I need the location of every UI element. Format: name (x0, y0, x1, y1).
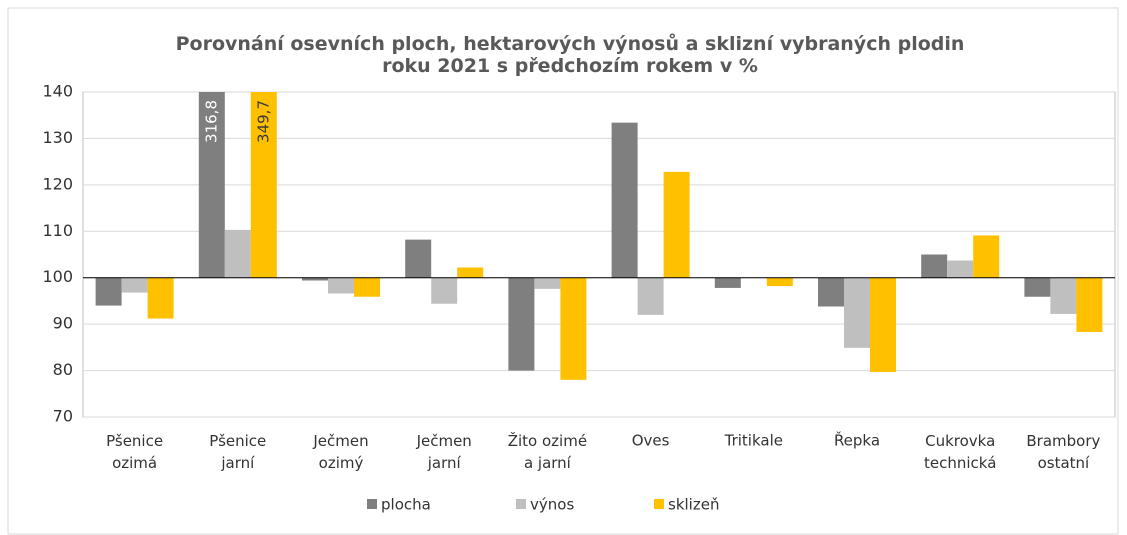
value-label: 349,7 (254, 100, 272, 143)
y-tick-label: 130 (42, 128, 73, 147)
bar (818, 277, 844, 307)
y-tick-label: 110 (42, 221, 73, 240)
bar (1024, 277, 1051, 297)
chart-title: Porovnání osevních ploch, hektarových vý… (176, 32, 965, 77)
chart-frame (7, 7, 1119, 535)
bar (844, 277, 870, 348)
bar (250, 92, 277, 278)
bar (947, 260, 974, 278)
bar (766, 277, 793, 287)
y-tick-label: 100 (42, 267, 73, 286)
y-tick-label: 80 (53, 360, 73, 379)
legend-swatch (654, 499, 664, 509)
y-tick-label: 140 (42, 82, 73, 101)
x-tick-label: Žito ozimé a jarní (508, 431, 587, 472)
x-tick-label: Oves (632, 432, 670, 450)
legend-label: výnos (530, 496, 574, 514)
bar (224, 229, 251, 278)
bar (921, 254, 948, 278)
bar (147, 277, 174, 319)
bar (560, 277, 587, 380)
y-tick-label: 120 (42, 174, 73, 193)
bar (354, 277, 380, 297)
bar (431, 277, 458, 304)
bar (637, 277, 664, 315)
legend-label: plocha (381, 496, 431, 514)
x-tick-label: Ječmen ozimý (312, 432, 368, 472)
bar (95, 277, 122, 306)
value-label: 316,8 (202, 100, 220, 143)
bar (1076, 277, 1103, 333)
bar (1050, 277, 1077, 314)
y-tick-label: 90 (53, 314, 73, 333)
bar (457, 267, 484, 278)
bar (611, 122, 638, 278)
bar (405, 239, 432, 278)
bar (534, 277, 561, 289)
x-tick-label: Pšenice jarní (209, 432, 266, 472)
legend-swatch (516, 499, 526, 509)
legend-swatch (367, 499, 377, 509)
bar (328, 277, 354, 294)
legend-label: sklizeň (668, 496, 719, 514)
bar (508, 277, 535, 371)
bar (198, 92, 225, 278)
bar (973, 235, 1000, 278)
x-tick-label: Tritikale (724, 432, 783, 450)
x-tick-label: Ječmen jarní (416, 432, 472, 472)
y-tick-label: 70 (53, 407, 73, 426)
bar (663, 171, 690, 278)
bar (302, 277, 328, 281)
bars (95, 92, 1103, 380)
bar (714, 277, 741, 288)
bar (121, 277, 148, 293)
bar (870, 277, 896, 372)
x-tick-label: Řepka (834, 431, 880, 450)
x-tick-label: Cukrovka technická (924, 432, 996, 472)
x-tick-label: Brambory ostatní (1026, 432, 1100, 472)
x-tick-label: Pšenice ozimá (106, 432, 163, 472)
